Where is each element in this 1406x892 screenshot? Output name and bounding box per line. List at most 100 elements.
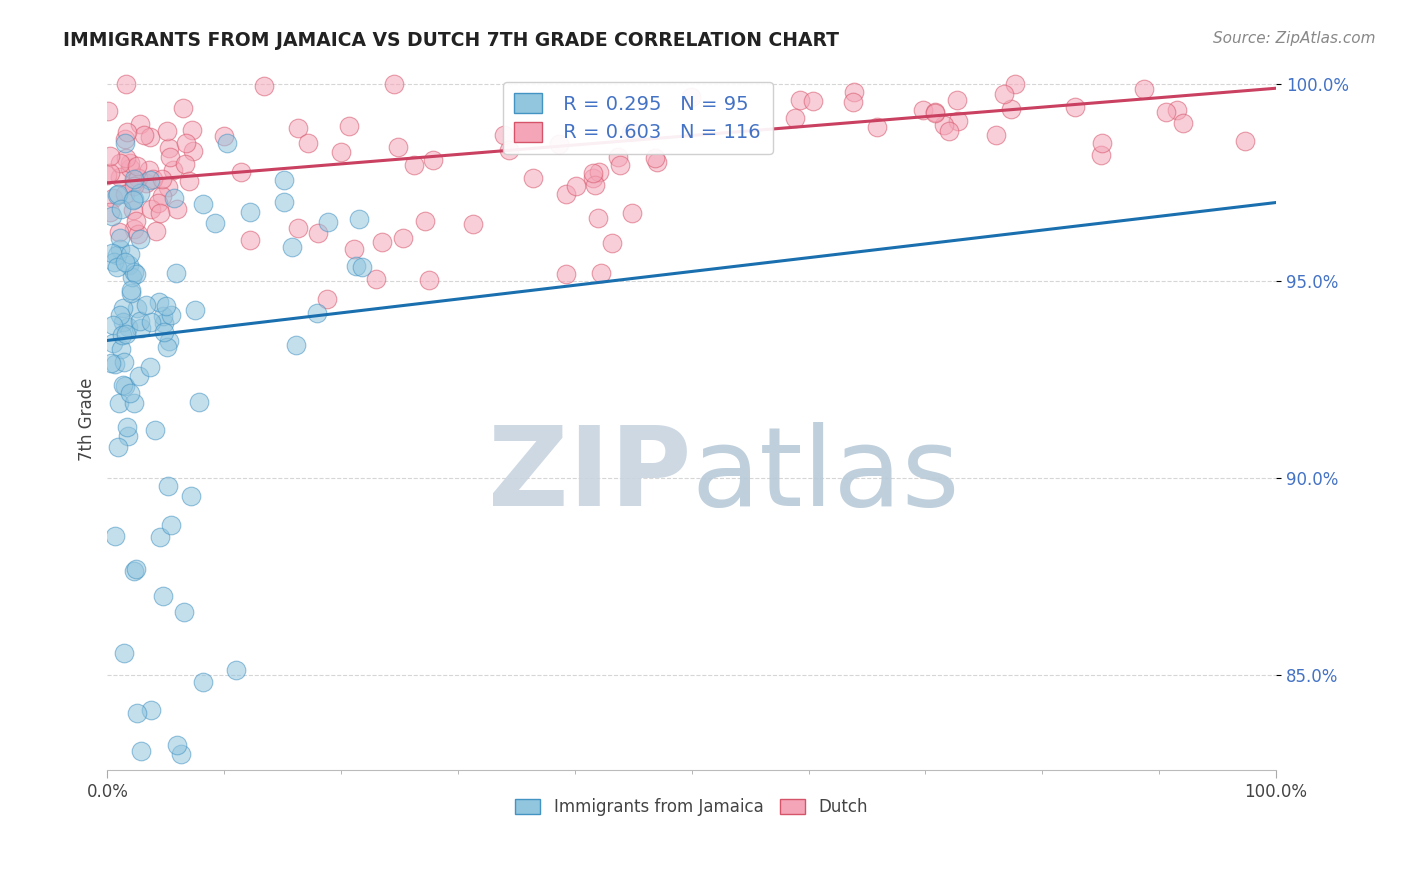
Point [188,395,211,409]
Point [122,222,145,236]
Point [121,270,143,285]
Point [492,128,515,142]
Point [609,158,631,172]
Point [166,202,188,216]
Point [153,316,176,330]
Point [413,214,436,228]
Point [1000,103,1022,117]
Point [112,377,135,392]
Point [554,187,576,202]
Point [103,191,125,205]
Point [152,309,174,323]
Point [924,105,946,120]
Text: atlas: atlas [692,422,960,529]
Point [129,744,152,758]
Point [180,123,202,137]
Point [645,155,668,169]
Point [588,165,610,179]
Point [129,321,152,335]
Point [108,169,131,184]
Point [152,589,174,603]
Point [347,212,370,227]
Point [993,87,1015,101]
Point [122,179,145,194]
Point [547,136,569,151]
Point [841,95,863,109]
Point [122,203,145,218]
Point [108,225,131,239]
Point [105,187,128,202]
Point [100,246,122,260]
Point [125,214,148,228]
Point [297,136,319,150]
Point [124,264,146,278]
Point [142,172,165,186]
Point [984,128,1007,143]
Point [589,266,612,280]
Point [125,301,148,315]
Point [141,202,163,217]
Point [352,260,374,274]
Point [285,338,308,352]
Point [239,233,262,247]
Point [107,187,129,202]
Point [193,675,215,690]
Point [122,564,145,578]
Point [122,396,145,410]
Point [344,259,367,273]
Point [173,605,195,619]
Point [104,357,127,371]
Point [117,320,139,334]
Point [112,646,135,660]
Point [128,186,150,200]
Point [160,517,183,532]
Point [129,232,152,246]
Point [387,140,409,154]
Point [404,158,426,172]
Point [149,530,172,544]
Point [273,195,295,210]
Point [153,325,176,339]
Point [174,156,197,170]
Point [110,342,132,356]
Point [1166,103,1188,117]
Point [159,150,181,164]
Point [139,129,162,144]
Point [172,101,194,115]
Point [118,259,141,273]
Point [112,355,135,369]
Point [337,119,360,133]
Point [138,162,160,177]
Point [127,706,149,720]
Point [114,77,136,91]
Point [583,178,606,193]
Text: IMMIGRANTS FROM JAMAICA VS DUTCH 7TH GRADE CORRELATION CHART: IMMIGRANTS FROM JAMAICA VS DUTCH 7TH GRA… [63,31,839,50]
Point [143,423,166,437]
Point [329,145,352,159]
Point [120,283,142,297]
Point [315,292,337,306]
Point [97,103,120,118]
Point [110,202,132,216]
Point [128,118,150,132]
Point [912,103,935,118]
Point [118,386,141,401]
Point [107,440,129,454]
Legend: Immigrants from Jamaica, Dutch: Immigrants from Jamaica, Dutch [508,790,876,825]
Point [101,210,124,224]
Point [273,173,295,187]
Point [98,165,121,179]
Point [343,243,366,257]
Point [225,663,247,677]
Point [146,195,169,210]
Point [1091,136,1114,151]
Point [157,141,180,155]
Point [945,93,967,107]
Point [946,114,969,128]
Point [118,246,141,260]
Point [1173,116,1195,130]
Point [122,192,145,206]
Point [114,132,136,146]
Point [150,171,173,186]
Point [239,205,262,219]
